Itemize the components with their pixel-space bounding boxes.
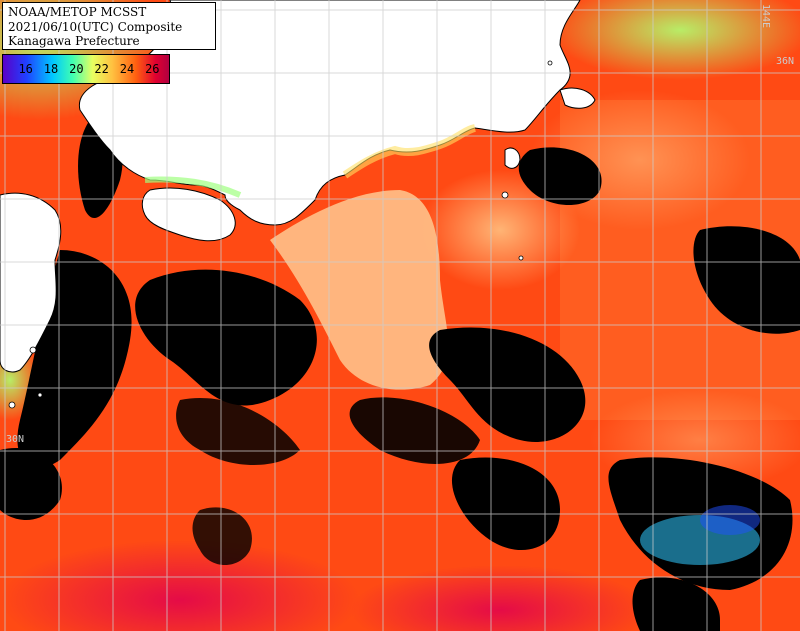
latitude-label-36n: 36N xyxy=(776,56,795,67)
islands xyxy=(8,60,553,409)
kuroshio-current xyxy=(270,190,449,390)
cold-patch-se2 xyxy=(700,505,760,535)
scale-tick: 20 xyxy=(69,62,84,76)
scale-labels: 16 18 20 22 24 26 xyxy=(3,62,169,78)
shikoku xyxy=(141,187,236,242)
honshu xyxy=(78,0,581,226)
scale-tick: 22 xyxy=(94,62,109,76)
kyushu xyxy=(0,192,62,373)
scale-tick: 18 xyxy=(43,62,59,76)
map-title-box: NOAA/METOP MCSST 2021/06/10(UTC) Composi… xyxy=(2,2,216,50)
hot-water-south2 xyxy=(350,565,650,631)
temperature-scale: 16 18 20 22 24 26 xyxy=(2,54,170,84)
seto-inland-sea xyxy=(144,176,242,198)
title-line-1: NOAA/METOP MCSST xyxy=(8,5,147,19)
cloud-cover xyxy=(0,118,800,631)
title-line-3: Kanagawa Prefecture xyxy=(8,34,140,48)
latitude-label-30n: 30N xyxy=(6,434,25,445)
izu-peninsula xyxy=(504,147,521,169)
scale-tick: 24 xyxy=(119,62,135,76)
hot-water-south xyxy=(0,540,360,631)
longitude-label-144e: 144E xyxy=(760,4,771,29)
scale-tick: 16 xyxy=(18,62,33,76)
mild-water-east xyxy=(420,170,580,290)
scale-tick: 26 xyxy=(145,62,160,76)
boso-peninsula xyxy=(559,87,596,109)
coastal-cool-band xyxy=(342,124,477,179)
cool-water-ne xyxy=(550,0,800,80)
title-line-2: 2021/06/10(UTC) Composite xyxy=(8,19,183,34)
land-mass xyxy=(0,0,596,373)
